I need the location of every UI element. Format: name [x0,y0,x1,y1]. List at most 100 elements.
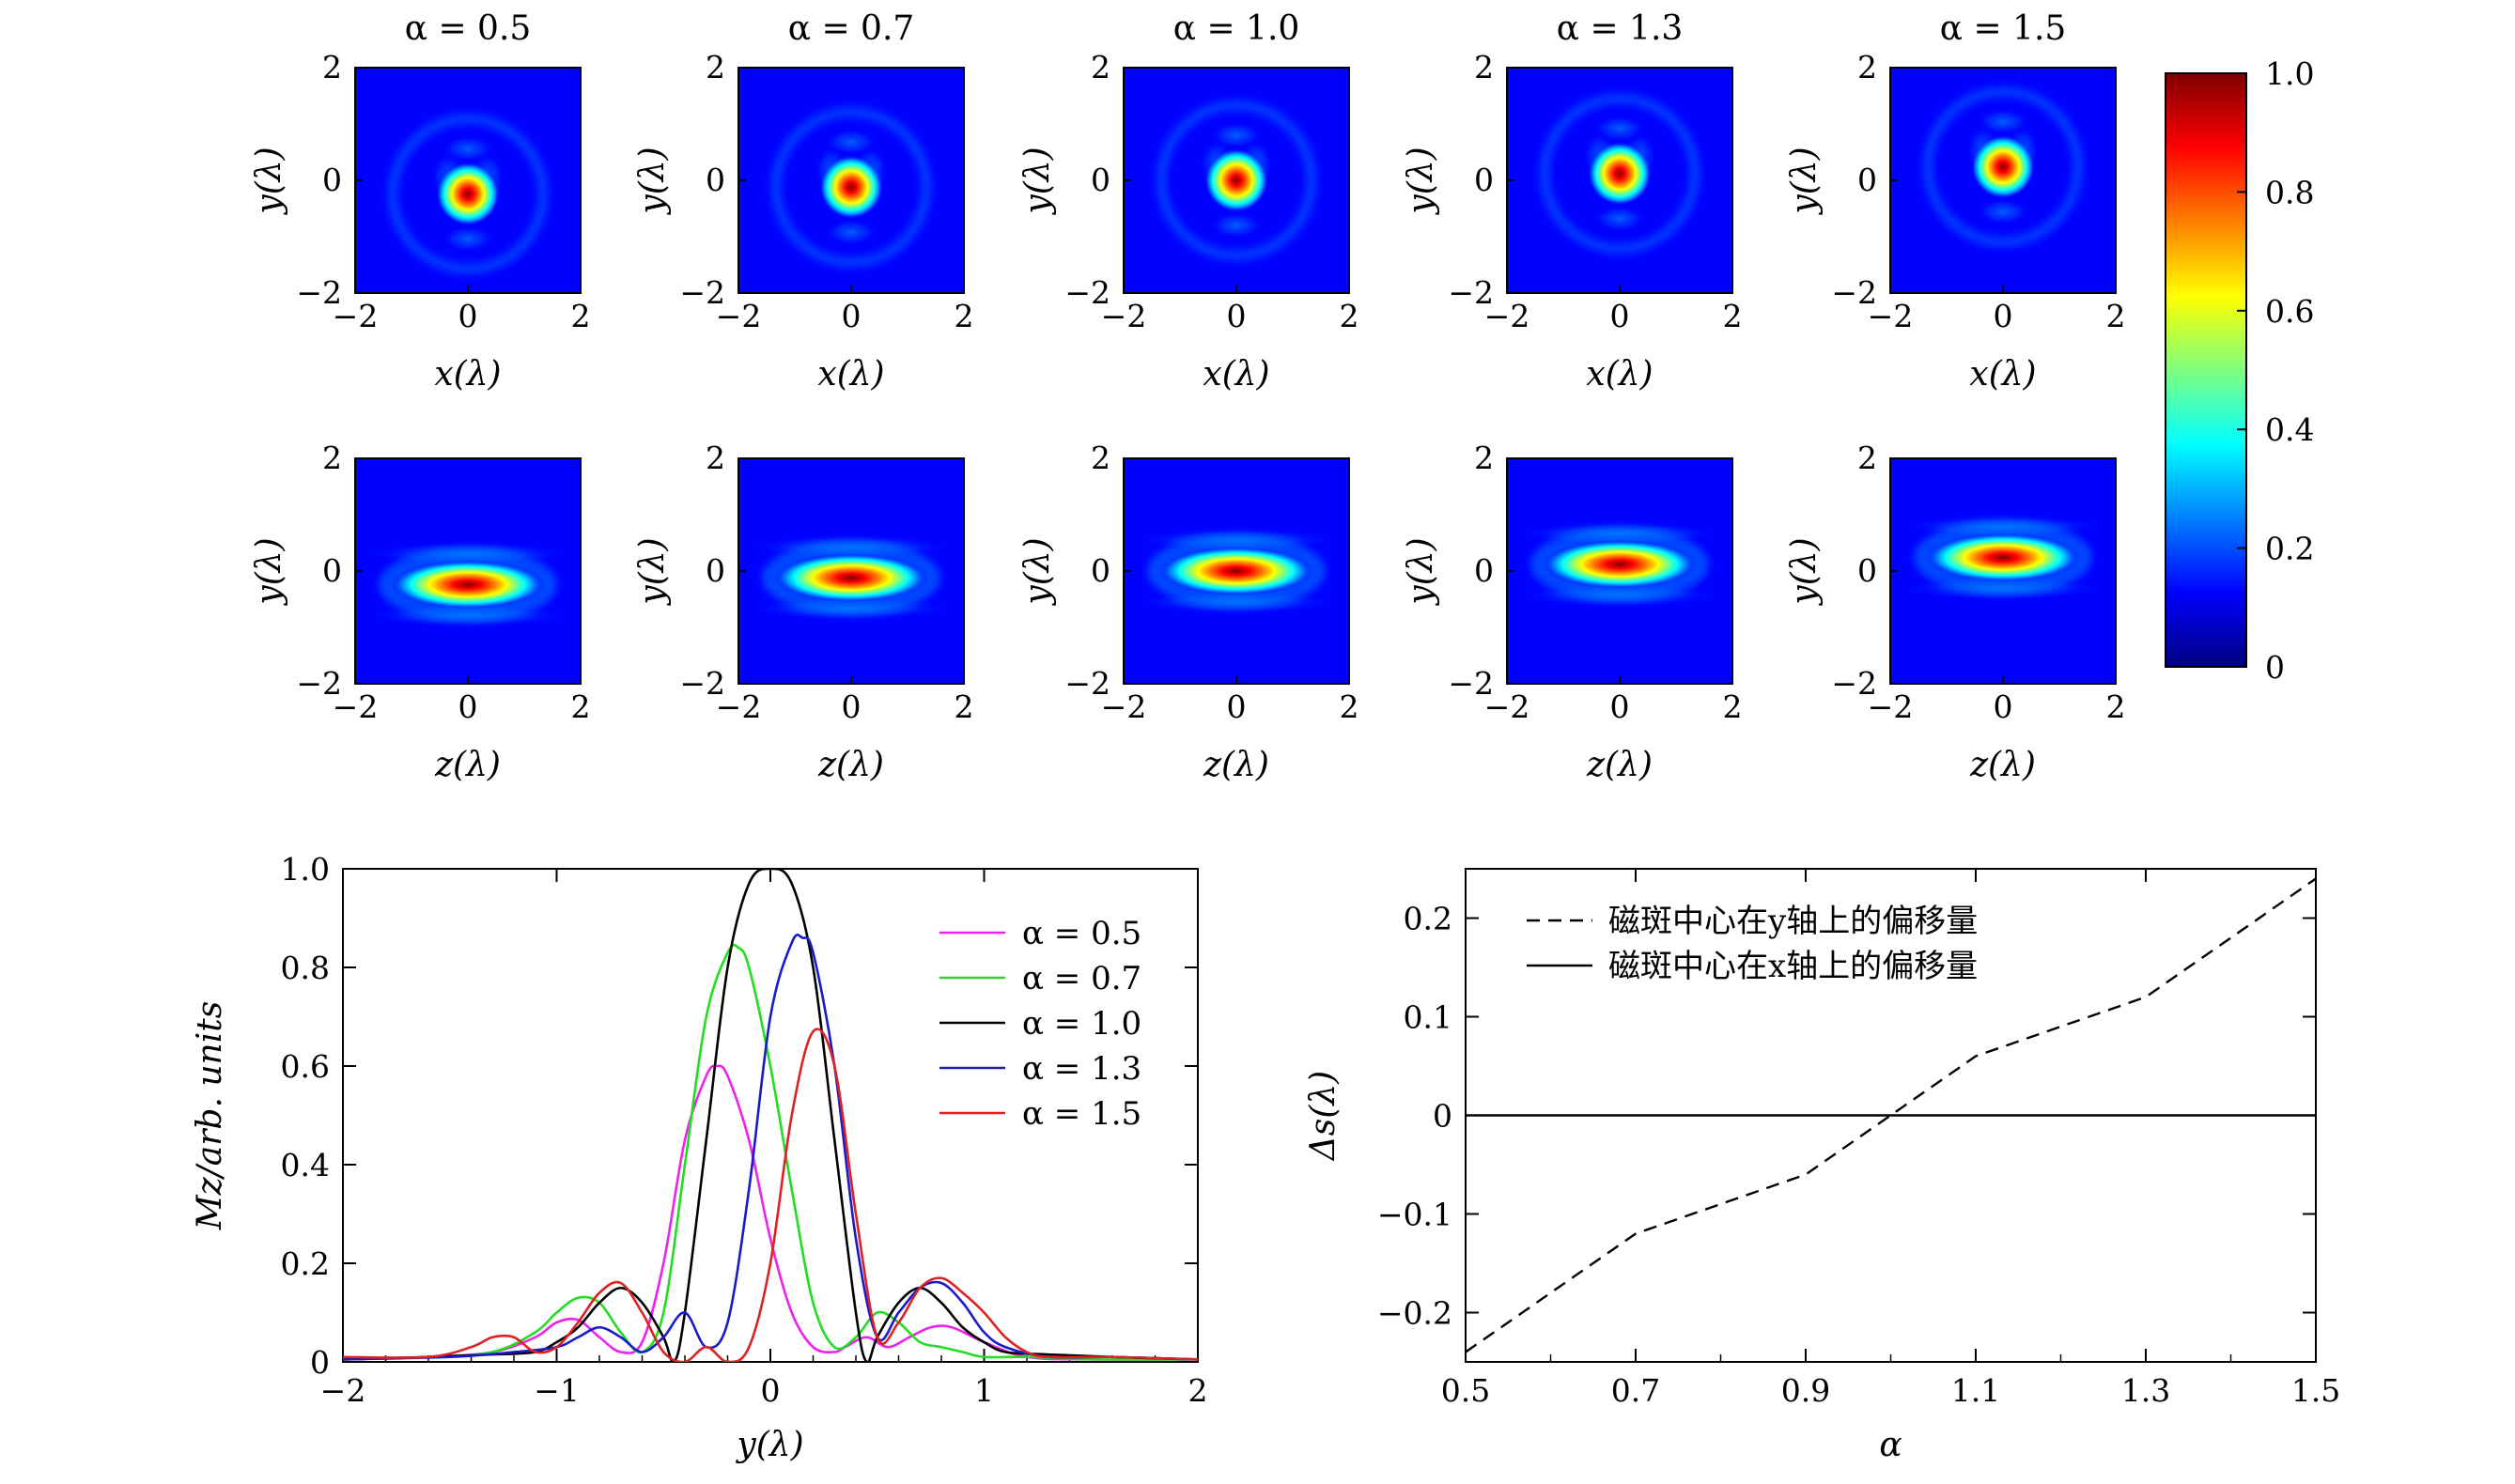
x-axis-label: z(λ) [1203,746,1269,784]
series-line-1 [343,943,1198,1361]
focal-spot [1588,141,1652,206]
y-tick-label: 2 [1474,440,1494,476]
y-tick-label: 2 [1857,440,1877,476]
heatmap-panel: −2 0 2 2 0 −2 y(λ) z(λ) [250,440,591,784]
y-axis-label: y(λ) [250,147,288,215]
heatmap-panel: −2 0 2 2 0 −2 y(λ) z(λ) [1018,440,1359,784]
x-tick-label: −2 [716,688,762,725]
colorbar-bar [2165,72,2247,668]
x-axis-label: x(λ) [1969,355,2036,394]
y-tick-label: −2 [1064,665,1110,702]
side-lobe [825,219,877,246]
heatmap-field [355,68,581,293]
y-tick-label: −2 [1831,274,1877,311]
y-tick-label: 0 [1091,162,1110,198]
side-ring [1539,92,1700,255]
x-tick-label: 0 [1227,298,1247,334]
colorbar-tick-label: 0.6 [2265,293,2314,330]
column-title: α = 0.5 [405,9,532,48]
side-lobe [1593,115,1646,142]
legend-entry: α = 1.0 [1022,1005,1141,1043]
column-title: α = 1.5 [1940,9,2067,48]
x-tick-label: −2 [333,298,379,334]
x-axis-label: z(λ) [434,746,501,784]
side-ring [1156,100,1317,261]
x-axis-label: α [1879,1426,1902,1464]
heatmap-panel: −2 0 2 2 0 −2 y(λ) x(λ) [250,49,591,394]
y-tick-label: −0.1 [1377,1197,1452,1233]
x-tick-label: −2 [1484,688,1530,725]
side-lobe [442,225,494,253]
focal-spot [391,560,545,610]
x-tick-label: −2 [716,298,762,334]
x-tick-label: 1.3 [2121,1372,2170,1409]
colorbar-tick-label: 0.2 [2265,531,2314,567]
y-axis-label: y(λ) [1402,537,1440,606]
legend-entry: 磁斑中心在x轴上的偏移量 [1608,948,1978,985]
side-ring [387,113,549,275]
x-tick-label: −2 [1868,688,1914,725]
x-tick-label: 0.9 [1781,1372,1830,1409]
focal-spot [1971,134,2035,199]
legend-entry: α = 0.7 [1022,960,1141,997]
heatmap-panel: −2 0 2 2 0 −2 y(λ) z(λ) [1785,440,2126,784]
x-axis-label: z(λ) [1969,746,2036,784]
colorbar-tick-label: 0.8 [2265,174,2314,210]
x-tick-label: −2 [1868,298,1914,334]
x-tick-label: 2 [1723,688,1743,725]
heatmap-field [1507,458,1732,684]
y-tick-label: 0 [1474,162,1494,198]
x-tick-label: 2 [571,298,591,334]
side-lobe [442,135,494,162]
x-tick-label: 2 [2106,688,2126,725]
legend-entry: α = 0.5 [1022,915,1141,952]
magnetization-line-plot: −2 −1 0 1 2 0 0.2 0.4 0.6 0.8 1.0 y(λ) Mz/arb. units… [191,851,1208,1464]
x-tick-label: 1.5 [2291,1372,2340,1409]
side-lobe [1593,205,1646,232]
y-axis-label: y(λ) [250,537,288,606]
x-tick-label: 0 [842,298,862,334]
y-tick-label: −2 [296,665,342,702]
y-tick-label: 0.4 [281,1147,330,1183]
heatmap-field [1890,458,2116,684]
y-tick-label: 2 [706,440,725,476]
y-tick-label: 0 [1857,552,1877,589]
y-tick-label: 2 [322,440,342,476]
y-tick-label: −2 [1064,274,1110,311]
shift-line-plot: 0.5 0.7 0.9 1.1 1.3 1.5 0.2 0.1 0 −0.1 −0.2 α Δs(λ) 磁… [1304,868,2340,1464]
legend-entry: α = 1.3 [1022,1050,1141,1088]
y-tick-label: 0 [1857,162,1877,198]
y-tick-label: 0 [706,162,725,198]
x-axis-label: x(λ) [817,355,884,394]
colorbar-tick-label: 0 [2265,649,2285,686]
x-tick-label: −2 [1101,298,1147,334]
y-tick-label: 0 [1091,552,1110,589]
y-axis-label: y(λ) [1785,147,1824,215]
x-tick-label: 1.1 [1951,1372,2000,1409]
side-lobe [1210,212,1263,239]
y-tick-label: 0 [310,1344,330,1381]
x-tick-label: 0.5 [1441,1372,1490,1409]
x-axis-label: x(λ) [434,355,501,394]
y-axis-label: y(λ) [633,147,672,215]
x-tick-label: 2 [955,298,974,334]
series-line-0 [343,1064,1198,1361]
heatmap-field [738,458,964,684]
heatmap-panel: −2 0 2 2 0 −2 y(λ) z(λ) [633,440,974,784]
y-tick-label: −2 [1831,665,1877,702]
y-tick-label: 0.2 [281,1245,330,1282]
x-tick-label: 2 [1340,298,1359,334]
heatmap-panel: −2 0 2 2 0 −2 y(λ) x(λ) [633,49,974,394]
series-line-0 [1465,877,2317,1353]
x-tick-label: −2 [320,1372,366,1409]
x-axis-label: y(λ) [735,1426,803,1464]
x-tick-label: 0 [1994,688,2013,725]
side-lobe [1977,198,2029,225]
y-tick-label: 2 [1474,49,1494,85]
side-ring [770,106,932,269]
heatmap-field [738,68,964,293]
column-title: α = 0.7 [788,9,915,48]
x-tick-label: 2 [1723,298,1743,334]
focal-spot [1926,533,2080,582]
